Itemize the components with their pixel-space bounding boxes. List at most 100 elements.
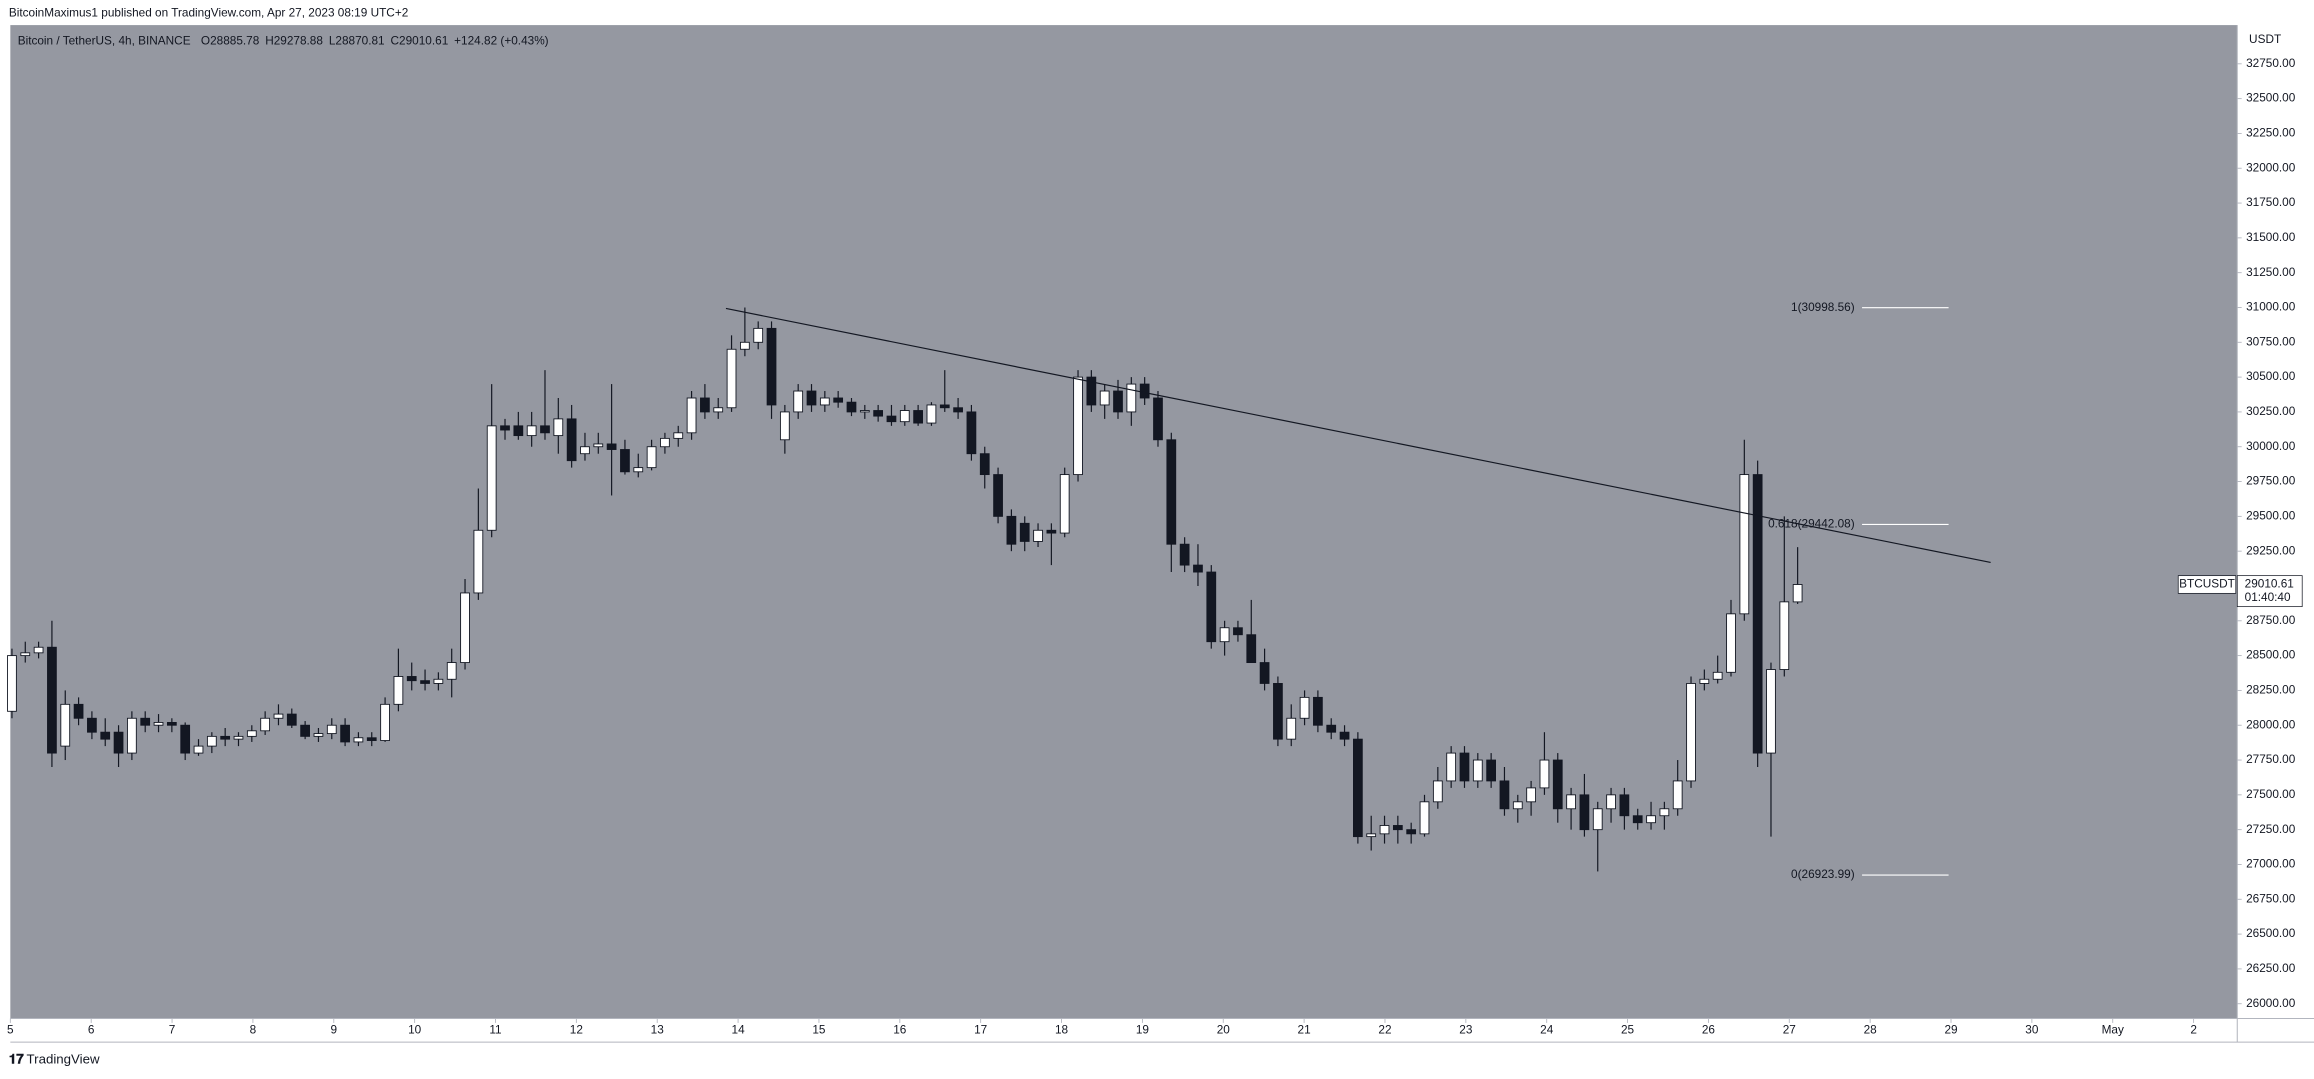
candle-body	[646, 446, 657, 469]
y-tick-label: 28500.00	[2246, 648, 2296, 662]
x-tick-label: 9	[330, 1022, 337, 1036]
candle-body	[1726, 613, 1736, 673]
candle-body	[486, 425, 497, 531]
y-tick-label: 30500.00	[2246, 369, 2296, 383]
x-tick-label: 24	[1540, 1022, 1554, 1036]
candle-body	[1219, 627, 1230, 643]
symbol-tag-box	[2177, 575, 2237, 594]
price-tag: 29010.61	[2245, 577, 2294, 591]
y-tick-label: 27250.00	[2246, 822, 2296, 836]
x-tick-label: 17	[974, 1022, 987, 1036]
candle-body	[313, 733, 324, 737]
candle-body	[1326, 724, 1337, 733]
candle-body	[513, 425, 524, 437]
candle-body	[420, 680, 430, 684]
ohlc-label: L	[329, 33, 336, 47]
candle-body	[540, 425, 550, 434]
candle-body	[1406, 829, 1417, 835]
x-tick-label: 15	[812, 1022, 826, 1036]
candle-body	[846, 401, 857, 413]
candle-body	[33, 646, 44, 654]
candle-body	[793, 390, 804, 413]
y-tick-label: 31250.00	[2246, 265, 2296, 279]
y-tick-label: 29250.00	[2246, 543, 2296, 557]
candle-body	[1033, 529, 1043, 542]
y-tick-label: 31750.00	[2246, 195, 2296, 209]
candle-body	[233, 735, 244, 740]
y-tick-label: 28250.00	[2246, 683, 2296, 697]
y-tick-label: 27000.00	[2246, 857, 2296, 871]
candle-body	[1432, 780, 1443, 803]
candle-body	[1766, 669, 1776, 754]
candle-body	[1179, 543, 1190, 566]
y-tick-label: 27750.00	[2246, 752, 2296, 766]
candle-body	[1379, 825, 1390, 835]
y-tick-label: 32000.00	[2246, 160, 2296, 174]
candle-body	[606, 443, 617, 450]
candle-body	[1672, 780, 1683, 810]
candle-body	[593, 443, 604, 448]
y-tick-label: 30750.00	[2246, 334, 2296, 348]
candle-body	[1259, 662, 1270, 684]
candle-body	[1126, 383, 1137, 413]
candle-body	[873, 410, 884, 417]
candle-body	[1792, 584, 1803, 603]
y-tick-label: 27500.00	[2246, 787, 2296, 801]
x-tick-label: 14	[732, 1022, 746, 1036]
candle-body	[553, 418, 564, 437]
candle-body	[1139, 383, 1150, 399]
candle-body	[1166, 439, 1177, 545]
x-tick-label: 23	[1459, 1022, 1473, 1036]
y-tick-label: 29500.00	[2246, 508, 2296, 522]
candle-body	[966, 411, 977, 455]
candle-body	[833, 397, 844, 403]
candle-body	[1659, 808, 1670, 817]
candle-body	[1006, 515, 1017, 545]
candle-body	[500, 425, 510, 431]
candle-body	[7, 655, 17, 712]
candle-body	[1019, 522, 1030, 542]
candle-body	[20, 652, 31, 657]
candle-body	[620, 449, 630, 473]
candle-body	[273, 713, 284, 719]
candle-body	[1539, 759, 1550, 789]
ohlc-label: H	[265, 33, 274, 47]
x-tick-label: 26	[1702, 1022, 1716, 1036]
candle-body	[393, 676, 404, 705]
candle-body	[60, 703, 71, 747]
x-tick-label: 13	[651, 1022, 665, 1036]
candle-body	[246, 730, 257, 737]
candle-body	[686, 397, 697, 434]
candle-body	[460, 592, 470, 664]
candle-body	[1339, 731, 1350, 740]
candle-body	[806, 390, 817, 406]
x-tick-label: 19	[1136, 1022, 1149, 1036]
x-tick-label: 30	[2025, 1022, 2039, 1036]
candle-body	[1046, 529, 1057, 534]
x-tick-label: 5	[7, 1022, 14, 1036]
x-tick-label: 22	[1378, 1022, 1391, 1036]
x-tick-label: 12	[570, 1022, 583, 1036]
candle-body	[1499, 780, 1510, 810]
candle-body	[473, 529, 484, 594]
y-tick-label: 26750.00	[2246, 891, 2296, 905]
y-tick-label: 30000.00	[2246, 439, 2296, 453]
y-tick-label: 30250.00	[2246, 404, 2296, 418]
candle-body	[380, 703, 390, 741]
candle-body	[1512, 801, 1523, 810]
candle-body	[633, 467, 644, 473]
candle-body	[1313, 696, 1323, 726]
x-tick-label: 21	[1298, 1022, 1311, 1036]
candle-body	[1752, 474, 1763, 754]
x-tick-label: 11	[489, 1022, 501, 1036]
candle-body	[566, 418, 577, 462]
candle-body	[700, 397, 710, 413]
brand: TradingView	[27, 1051, 100, 1066]
candle-body	[300, 724, 310, 737]
candle-body	[1299, 696, 1310, 719]
candle-body	[433, 678, 444, 684]
candle-body	[1739, 474, 1750, 615]
candle-body	[1712, 671, 1723, 680]
candle-body	[1579, 794, 1590, 831]
